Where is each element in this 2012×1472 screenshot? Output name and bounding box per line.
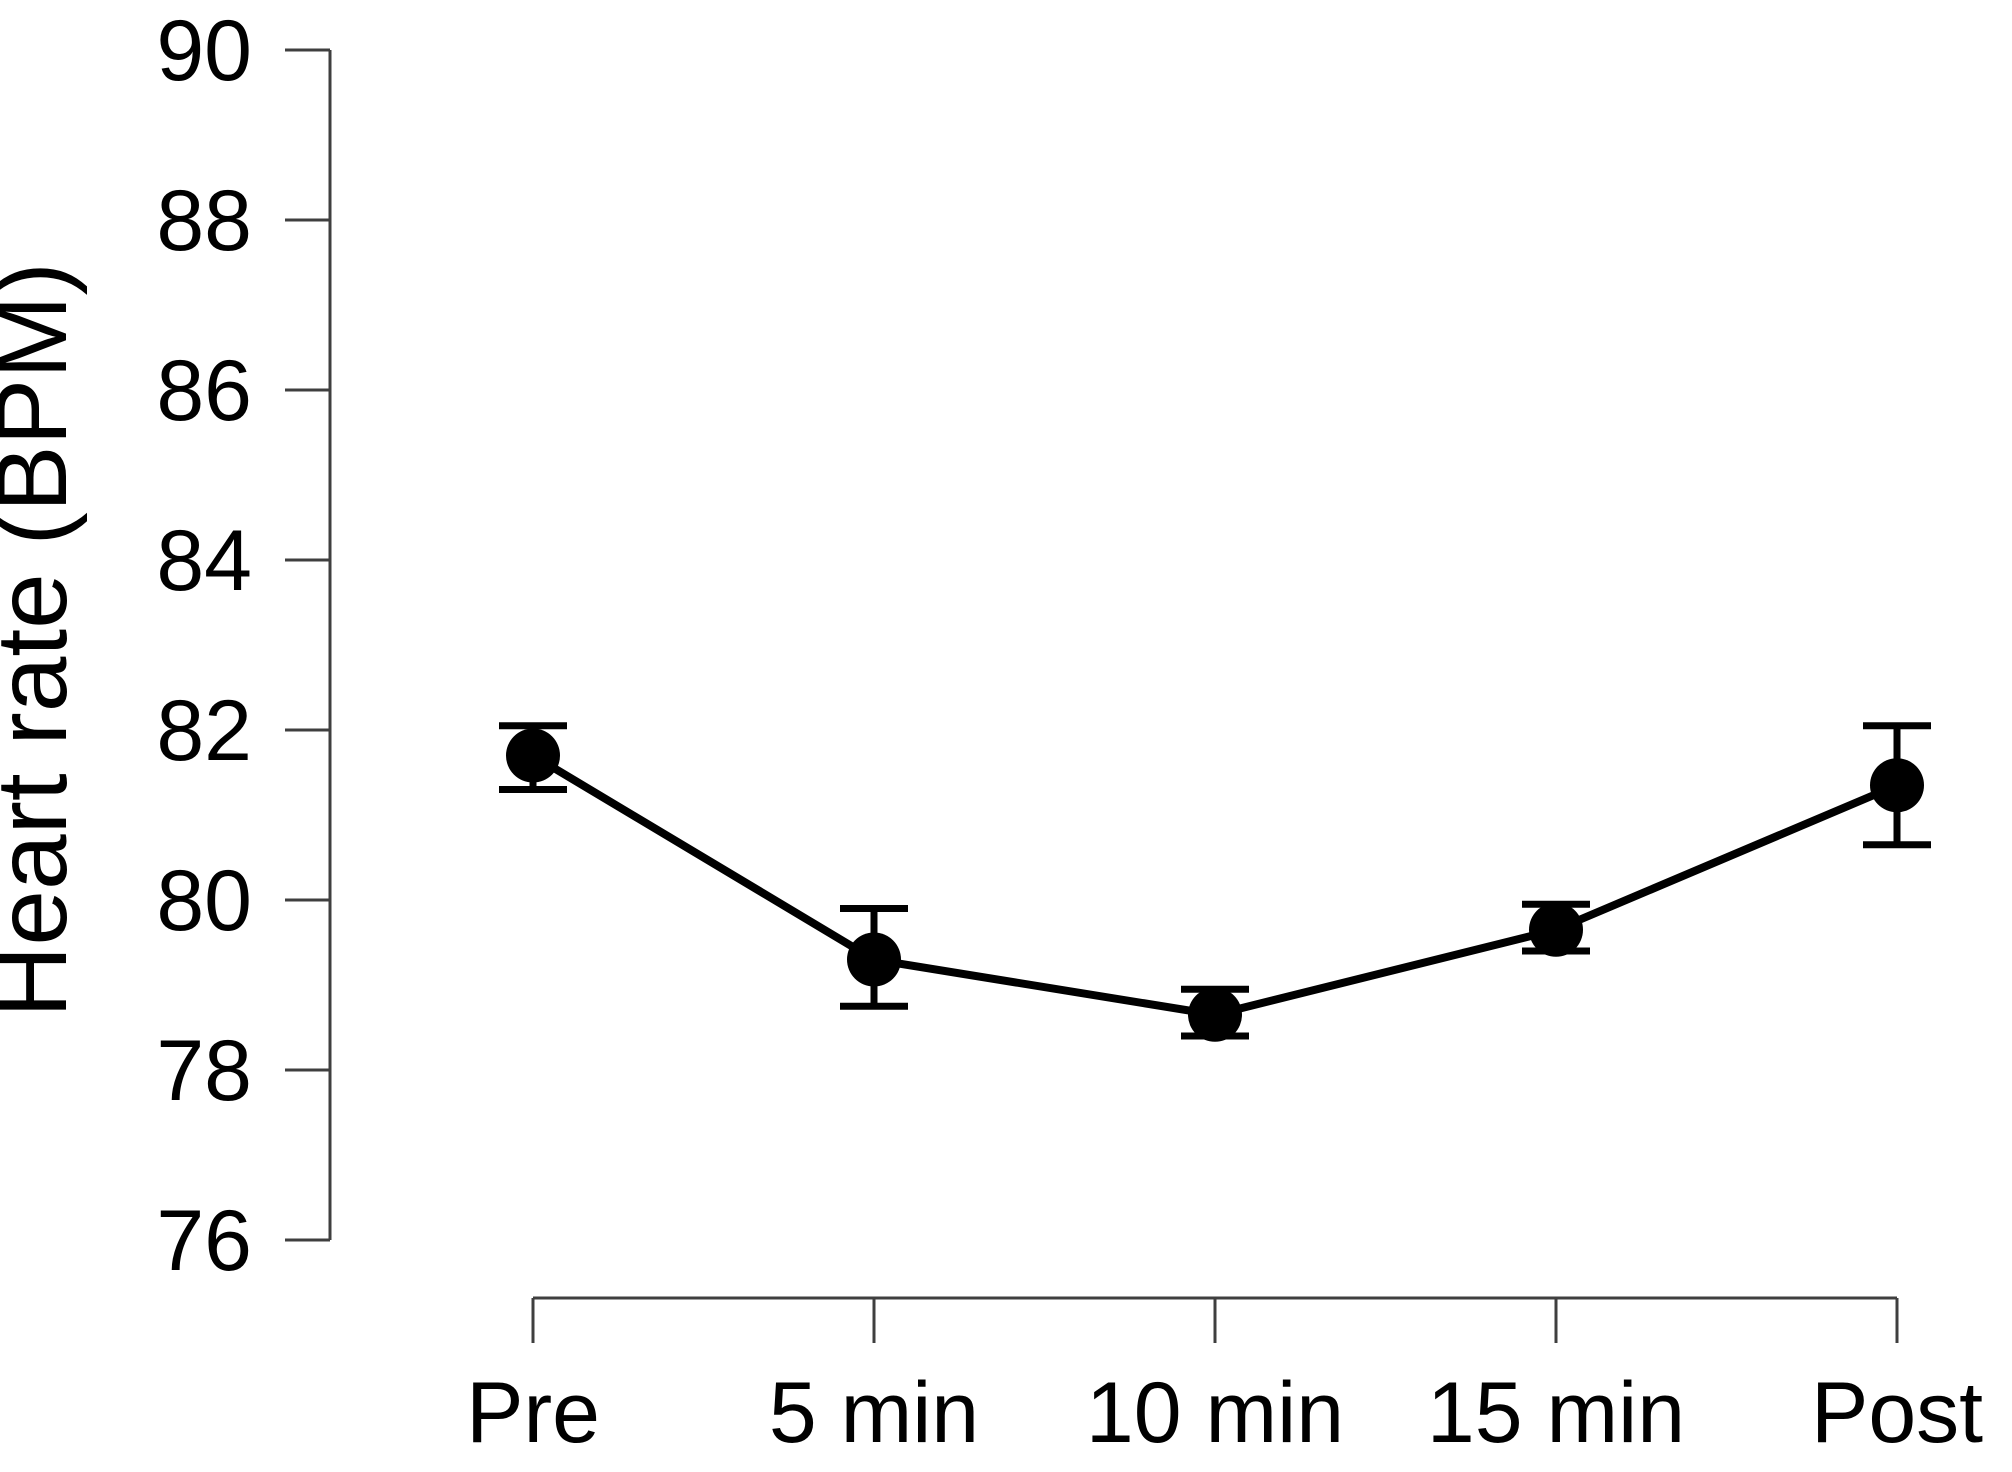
y-axis: 76 78 80 82 84 86 88 90: [156, 3, 332, 1289]
data-line: [530, 752, 1899, 1019]
x-tick-label-10-min: 10 min: [1086, 1365, 1344, 1461]
x-tick-label-post: Post: [1811, 1365, 1983, 1461]
data-point-5-min: [847, 932, 901, 987]
data-series: [499, 722, 1931, 1042]
data-point-15-min: [1529, 902, 1583, 957]
y-tick-label: 90: [156, 3, 252, 99]
y-tick-label: 84: [156, 513, 252, 609]
x-axis: Pre 5 min 10 min 15 min Post: [466, 1296, 1983, 1461]
y-tick-label: 80: [156, 853, 252, 949]
y-tick-label: 76: [156, 1193, 252, 1289]
y-tick-label: 86: [156, 343, 252, 439]
data-point-10-min: [1188, 987, 1242, 1042]
y-tick-label: 88: [156, 173, 252, 269]
y-tick-label: 82: [156, 683, 252, 779]
data-point-post: [1870, 758, 1924, 813]
x-tick-label-pre: Pre: [466, 1365, 600, 1461]
y-axis-title: Heart rate (BPM): [0, 262, 88, 1018]
y-tick-label: 78: [156, 1023, 252, 1119]
data-point-pre: [506, 728, 560, 783]
x-tick-label-5-min: 5 min: [769, 1365, 979, 1461]
x-tick-label-15-min: 15 min: [1427, 1365, 1685, 1461]
